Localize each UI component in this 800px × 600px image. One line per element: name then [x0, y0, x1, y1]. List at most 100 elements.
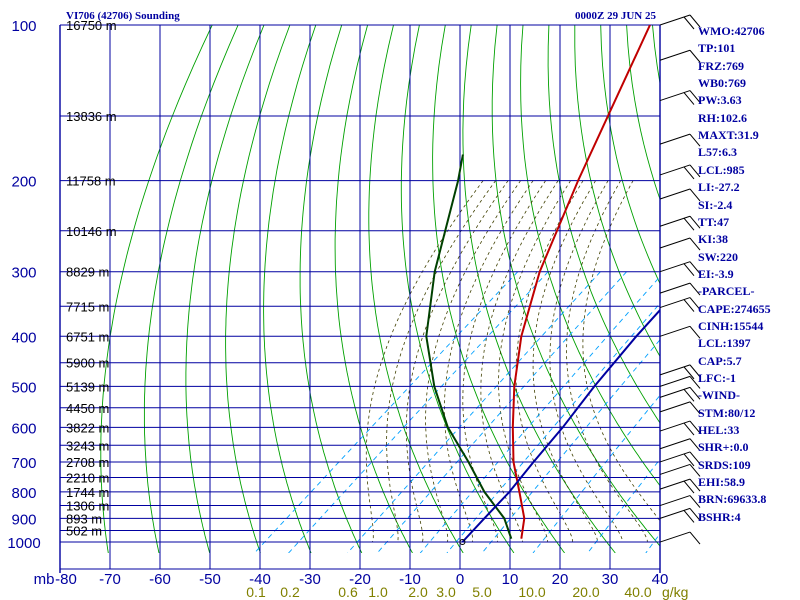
chart-time: 0000Z 29 JUN 25	[575, 10, 656, 22]
pressure-tick-label: 500	[11, 379, 36, 396]
dry-adiabat	[100, 25, 213, 553]
height-label: 2210 m	[66, 470, 109, 485]
mixing-ratio-line	[446, 302, 660, 553]
wind-barb-flag	[689, 215, 701, 229]
mixing-ratio-tick-label: 2.0	[408, 584, 428, 600]
wind-barb-flag	[683, 16, 695, 30]
pressure-tick-label: 600	[11, 420, 36, 437]
mixing-ratio-tick-label: 20.0	[572, 584, 599, 600]
wind-barb-flag	[689, 261, 701, 275]
wind-barb-flag	[689, 531, 701, 545]
height-label: 3822 m	[66, 420, 109, 435]
wind-barb-flag	[683, 166, 695, 180]
wind-barb-staff	[659, 133, 691, 145]
index-line: LFC:-1	[698, 371, 736, 385]
dry-adiabat	[225, 25, 291, 553]
moist-adiabat	[582, 180, 660, 522]
dry-adiabat	[299, 25, 363, 553]
index-line: EHI:58.9	[698, 475, 746, 490]
height-label: 16750 m	[66, 18, 117, 33]
temperature-tick-label: -70	[99, 571, 121, 588]
wind-barb-staff	[659, 531, 691, 543]
wind-barb-flag	[689, 282, 701, 296]
dry-adiabat	[547, 25, 660, 424]
moist-adiabat	[405, 180, 509, 543]
index-line: WMO:42706	[698, 24, 765, 38]
height-label: 1744 m	[66, 485, 109, 500]
wind-barb-staff	[659, 386, 691, 398]
wind-barb-flag	[689, 297, 701, 310]
pressure-tick-label: 900	[11, 511, 36, 528]
pressure-tick-label: 1000	[7, 535, 40, 552]
wind-barb-staff	[659, 375, 691, 387]
index-line: HEL:33	[698, 423, 740, 438]
wind-barb-staff	[659, 507, 691, 519]
pressure-tick-label: 300	[11, 265, 36, 282]
dry-adiabat	[782, 25, 800, 553]
wind-barb-flag	[683, 263, 695, 277]
wind-barb-flag	[683, 92, 695, 105]
mixing-ratio-line	[532, 394, 660, 553]
wind-barb-staff	[659, 364, 691, 376]
wind-barb-flag	[689, 133, 701, 147]
temperature-tick-label: -60	[149, 571, 171, 588]
mixing-ratio-tick-label: 40.0	[624, 584, 651, 600]
wind-barb-flag	[689, 164, 701, 178]
wind-barb-staff	[659, 463, 691, 475]
height-label: 13836 m	[66, 109, 117, 124]
temperature-tick-label: 10	[502, 571, 519, 588]
profile-lines	[425, 25, 660, 543]
wind-barb-staff	[659, 401, 691, 413]
mixing-ratio-line	[254, 271, 519, 553]
index-line: FRZ:769	[698, 58, 744, 73]
surface-marker	[459, 539, 466, 546]
mixing-ratio-line	[481, 339, 660, 553]
temperature-tick-label: 30	[602, 571, 619, 588]
index-line: L57:6.3	[698, 145, 737, 160]
index-line: BSHR:4	[698, 509, 741, 524]
pressure-tick-label: 200	[11, 174, 36, 191]
height-label: 11758 m	[66, 174, 116, 189]
height-label: 502 m	[66, 524, 102, 539]
index-line: -WIND-	[698, 388, 740, 403]
index-line: WB0:769	[698, 76, 746, 91]
dry-adiabat	[574, 25, 660, 358]
wind-barb-staff	[659, 420, 691, 432]
mixing-ratio-unit: g/kg	[662, 584, 688, 600]
wind-barb-flag	[683, 389, 695, 402]
moist-adiabat	[386, 180, 496, 543]
temperature-tick-label: -30	[299, 571, 321, 588]
temperature-profile	[511, 25, 651, 539]
dry-adiabat	[263, 25, 317, 553]
wind-barb-staff	[659, 282, 691, 294]
parcel-profile	[461, 308, 660, 543]
height-label: 10146 m	[66, 224, 117, 239]
moist-adiabat	[444, 180, 534, 543]
dry-adiabat	[432, 25, 565, 553]
wind-barb-staff	[659, 14, 691, 26]
temperature-tick-label: -40	[249, 571, 271, 588]
wind-barb-flag	[689, 188, 701, 202]
dry-adiabat	[520, 25, 660, 487]
index-line: SRDS:109	[698, 457, 751, 472]
height-label: 5139 m	[66, 379, 109, 394]
moist-adiabat	[498, 180, 571, 543]
wind-barb-staff	[659, 164, 691, 176]
wind-barb-flag	[689, 237, 701, 251]
wind-barb-flag	[689, 495, 701, 508]
wind-barb-flag	[683, 510, 695, 523]
height-label: 2708 m	[66, 455, 109, 470]
moist-adiabat	[549, 180, 623, 543]
dry-adiabats	[100, 25, 800, 553]
index-line: RH:102.6	[698, 110, 747, 125]
wind-barb-staff	[659, 49, 691, 61]
index-line: KI:38	[698, 232, 728, 247]
wind-barb-flag	[689, 325, 701, 339]
temperature-tick-label: 40	[652, 571, 669, 588]
index-line: PW:3.63	[698, 93, 742, 108]
height-label: 893 m	[66, 511, 102, 526]
wind-barb-flag	[689, 451, 701, 465]
moist-adiabat	[425, 180, 521, 543]
dry-adiabat	[491, 25, 660, 547]
